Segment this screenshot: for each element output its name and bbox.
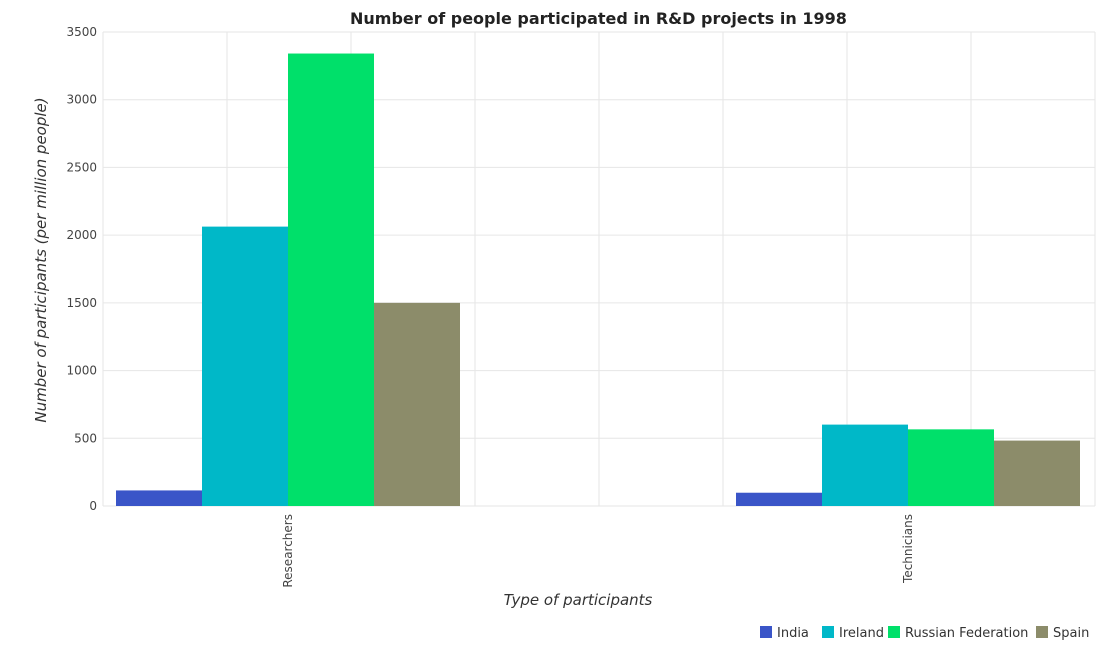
- bar-russian-federation-technicians: [908, 429, 994, 506]
- chart-title: Number of people participated in R&D pro…: [350, 9, 847, 28]
- y-tick-label: 1000: [66, 364, 97, 378]
- y-tick-label: 0: [89, 499, 97, 513]
- legend-label: Spain: [1053, 626, 1089, 641]
- bar-ireland-technicians: [822, 424, 908, 506]
- y-tick-label: 3500: [66, 25, 97, 39]
- y-tick-label: 2000: [66, 228, 97, 242]
- legend-swatch: [1036, 626, 1048, 638]
- legend: India Ireland Russian Federation Spain: [760, 626, 1089, 641]
- legend-label: Ireland: [839, 626, 884, 641]
- bar-spain-researchers: [374, 302, 460, 506]
- legend-label: Russian Federation: [905, 626, 1028, 641]
- y-axis-ticks: 0 500 1000 1500 2000 2500 3000 3500: [66, 25, 97, 513]
- bar-spain-technicians: [994, 440, 1080, 506]
- y-tick-label: 2500: [66, 160, 97, 174]
- bar-ireland-researchers: [202, 226, 288, 507]
- legend-swatch: [888, 626, 900, 638]
- x-tick-label: Researchers: [281, 514, 295, 588]
- y-tick-label: 3000: [66, 93, 97, 107]
- bar-india-technicians: [736, 492, 822, 506]
- y-tick-label: 500: [74, 431, 97, 445]
- legend-swatch: [822, 626, 834, 638]
- bar-india-researchers: [116, 490, 202, 506]
- bars: [116, 53, 1080, 507]
- x-axis-label: Type of participants: [504, 591, 653, 609]
- legend-label: India: [777, 626, 809, 641]
- x-tick-label: Technicians: [901, 514, 915, 584]
- y-tick-label: 1500: [66, 296, 97, 310]
- x-axis-ticks: Researchers Technicians: [281, 514, 915, 588]
- y-axis-label: Number of participants (per million peop…: [32, 97, 50, 422]
- legend-swatch: [760, 626, 772, 638]
- bar-russian-federation-researchers: [288, 53, 374, 506]
